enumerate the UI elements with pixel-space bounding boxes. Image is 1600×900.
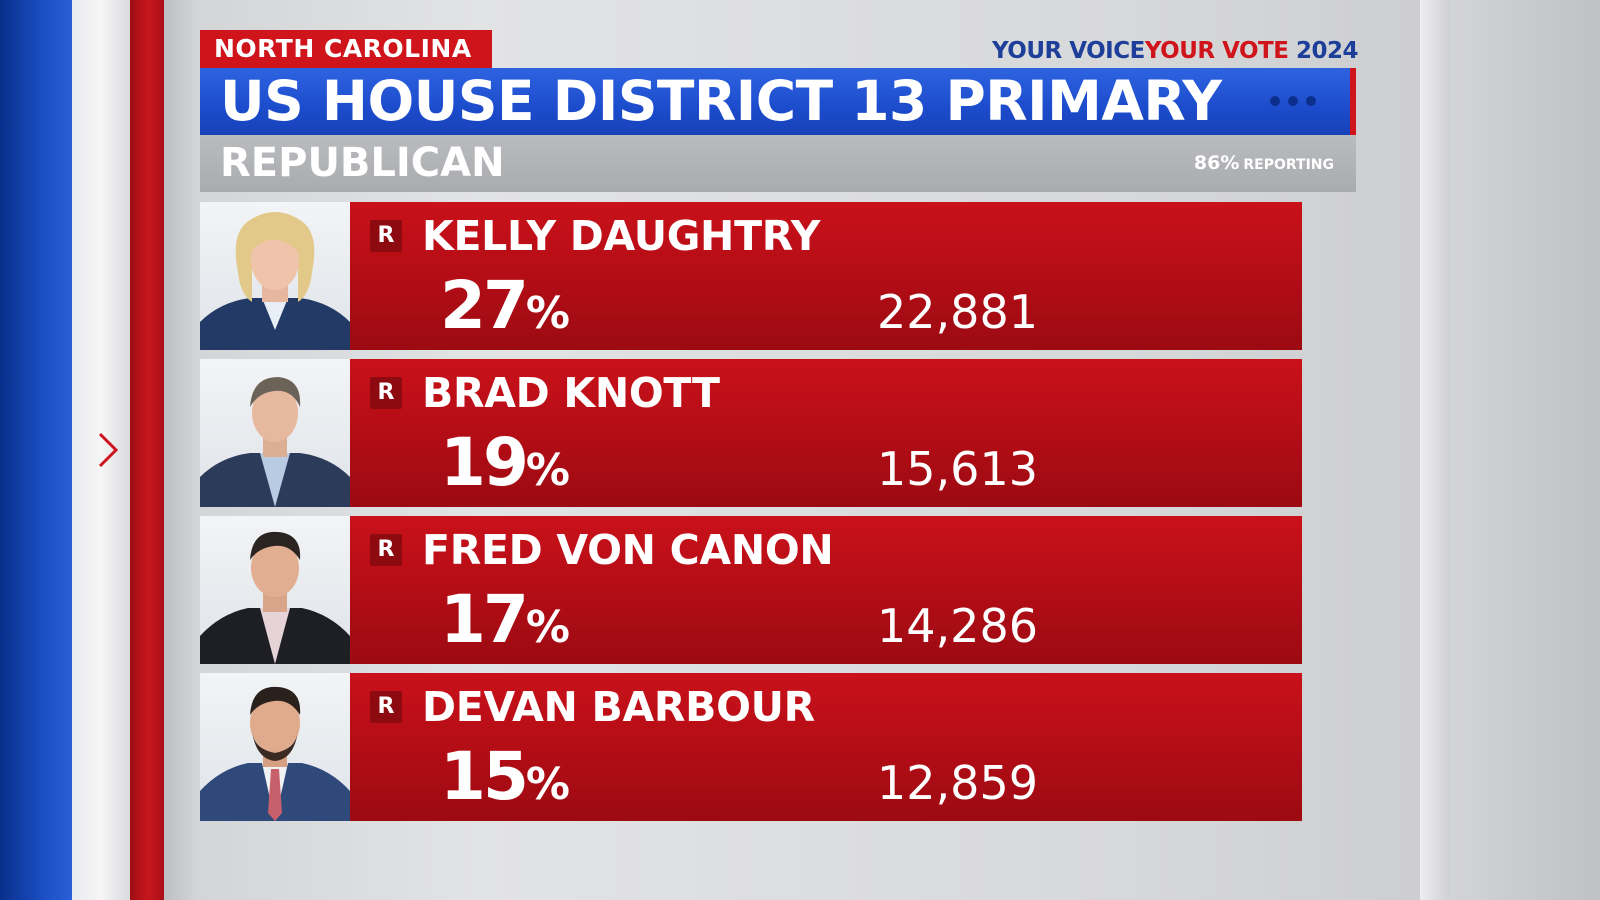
background-right-edge	[1420, 0, 1450, 900]
background-red-stripe	[130, 0, 164, 900]
candidate-result-panel: R FRED VON CANON 17% 14,286	[350, 516, 1302, 664]
background-blue-stripe	[0, 0, 72, 900]
party-badge: R	[370, 220, 402, 252]
vote-percentage: 19%	[430, 427, 570, 499]
reporting-label: REPORTING	[1243, 157, 1334, 173]
candidate-name: DEVAN BARBOUR	[422, 683, 815, 731]
background-grey-stripe	[164, 0, 196, 900]
candidate-photo	[200, 359, 350, 507]
percent-sign: %	[525, 445, 570, 496]
percentage-value: 19	[440, 424, 529, 501]
vote-count: 22,881	[877, 285, 1038, 339]
candidate-photo	[200, 516, 350, 664]
brand-part-vote: YOUR VOTE	[1144, 38, 1289, 64]
party-label: REPUBLICAN	[220, 140, 505, 186]
percent-sign: %	[525, 759, 570, 810]
candidate-photo	[200, 673, 350, 821]
candidate-result-panel: R BRAD KNOTT 19% 15,613	[350, 359, 1302, 507]
party-badge: R	[370, 377, 402, 409]
candidate-result-panel: R DEVAN BARBOUR 15% 12,859	[350, 673, 1302, 821]
candidate-result-panel: R KELLY DAUGHTRY 27% 22,881	[350, 202, 1302, 350]
vote-count: 14,286	[877, 599, 1038, 653]
vote-percentage: 17%	[430, 584, 570, 656]
more-dots-icon	[1270, 96, 1316, 106]
reporting-status: 86% REPORTING	[1194, 135, 1334, 192]
chevron-right-icon	[98, 432, 119, 468]
percentage-value: 17	[440, 581, 529, 658]
race-title: US HOUSE DISTRICT 13 PRIMARY	[220, 69, 1222, 133]
background-white-stripe	[72, 0, 130, 900]
candidate-row: R FRED VON CANON 17% 14,286	[200, 516, 1302, 664]
candidate-row: R KELLY DAUGHTRY 27% 22,881	[200, 202, 1302, 350]
percentage-value: 15	[440, 738, 529, 815]
candidate-name: BRAD KNOTT	[422, 369, 720, 417]
party-subheader: REPUBLICAN 86% REPORTING	[200, 135, 1356, 192]
brand-part-year: 2024	[1288, 38, 1359, 64]
vote-percentage: 27%	[430, 270, 570, 342]
background-right-panel	[1450, 0, 1600, 900]
state-label: NORTH CAROLINA	[200, 30, 492, 68]
party-badge: R	[370, 691, 402, 723]
brand-part-voice: YOUR VOICE	[991, 38, 1145, 64]
candidate-name: FRED VON CANON	[422, 526, 834, 574]
candidate-row: R BRAD KNOTT 19% 15,613	[200, 359, 1302, 507]
vote-percentage: 15%	[430, 741, 570, 813]
vote-count: 12,859	[877, 756, 1038, 810]
race-title-bar: US HOUSE DISTRICT 13 PRIMARY	[200, 68, 1356, 192]
reporting-percent: 86%	[1193, 152, 1240, 174]
title-accent-bar	[1350, 68, 1356, 192]
candidate-photo	[200, 202, 350, 350]
percent-sign: %	[525, 288, 570, 339]
percent-sign: %	[525, 602, 570, 653]
brand-logo: YOUR VOICEYOUR VOTE 2024	[978, 34, 1359, 68]
candidate-name: KELLY DAUGHTRY	[422, 212, 821, 260]
percentage-value: 27	[440, 267, 529, 344]
party-badge: R	[370, 534, 402, 566]
candidate-row: R DEVAN BARBOUR 15% 12,859	[200, 673, 1302, 821]
vote-count: 15,613	[877, 442, 1038, 496]
